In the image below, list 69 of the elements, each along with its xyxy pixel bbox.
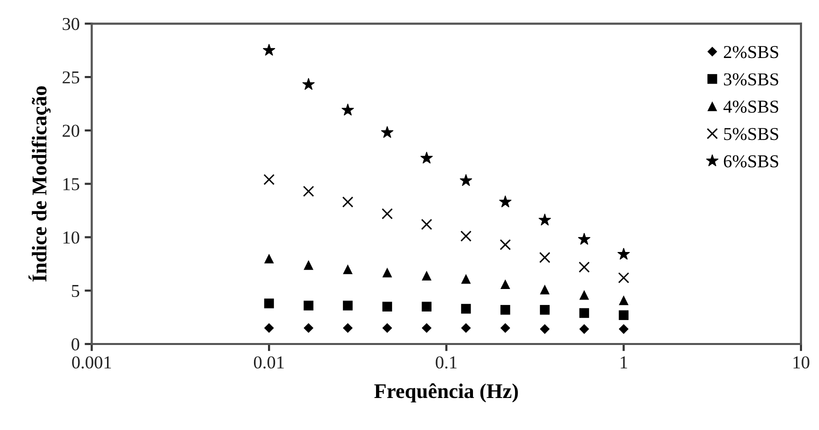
point bbox=[579, 308, 590, 318]
point bbox=[461, 304, 471, 314]
point bbox=[342, 264, 353, 274]
point bbox=[304, 323, 314, 333]
point bbox=[382, 323, 392, 333]
point bbox=[264, 323, 274, 333]
x-tick-label: 1 bbox=[620, 356, 628, 368]
point bbox=[264, 298, 274, 308]
y-tick-label: 30 bbox=[62, 18, 80, 30]
point bbox=[422, 270, 432, 281]
x-tick-label: 0.1 bbox=[436, 356, 457, 369]
point bbox=[304, 300, 314, 310]
y-axis-title: Índice de Modificação bbox=[28, 86, 51, 282]
point bbox=[460, 174, 472, 186]
point bbox=[500, 304, 510, 315]
point bbox=[460, 230, 472, 242]
y-tick-label: 10 bbox=[63, 231, 80, 244]
point bbox=[539, 252, 550, 264]
point bbox=[579, 290, 590, 300]
point bbox=[617, 248, 630, 260]
point bbox=[422, 323, 432, 333]
y-tick-label: 20 bbox=[62, 124, 80, 137]
point bbox=[618, 324, 629, 334]
point bbox=[461, 274, 471, 284]
point bbox=[618, 310, 629, 320]
point bbox=[422, 302, 432, 312]
point bbox=[540, 324, 550, 334]
point bbox=[500, 279, 510, 290]
legend-label: 5%SBS bbox=[724, 128, 778, 140]
point bbox=[264, 254, 274, 264]
point bbox=[420, 152, 433, 164]
point bbox=[538, 214, 552, 226]
legend-label: 2%SBS bbox=[724, 46, 778, 58]
point bbox=[461, 323, 471, 333]
x-tick-label: 0.001 bbox=[72, 356, 111, 369]
x-tick-label: 0.01 bbox=[254, 356, 284, 369]
point bbox=[499, 195, 512, 208]
point bbox=[262, 44, 276, 56]
legend-label: 3%SBS bbox=[724, 73, 778, 86]
point bbox=[500, 239, 511, 250]
point bbox=[382, 268, 392, 278]
y-tick-label: 5 bbox=[72, 285, 80, 298]
point bbox=[578, 262, 590, 273]
point bbox=[341, 104, 354, 116]
x-tick-label: 10 bbox=[794, 356, 810, 369]
legend-label: 6%SBS bbox=[724, 155, 778, 168]
point bbox=[342, 196, 354, 208]
point bbox=[579, 324, 590, 334]
point bbox=[578, 232, 590, 245]
y-tick-label: 25 bbox=[62, 71, 80, 84]
point bbox=[618, 272, 630, 284]
point bbox=[302, 78, 315, 90]
point bbox=[342, 323, 353, 333]
point bbox=[500, 323, 510, 333]
point bbox=[382, 302, 392, 312]
point bbox=[382, 208, 393, 220]
point bbox=[304, 260, 314, 270]
point bbox=[540, 284, 550, 294]
point bbox=[618, 295, 629, 306]
point bbox=[380, 126, 394, 138]
point bbox=[342, 300, 353, 310]
y-tick-label: 15 bbox=[63, 178, 80, 190]
point bbox=[540, 304, 550, 315]
y-tick-label: 0 bbox=[72, 338, 80, 350]
point bbox=[302, 186, 314, 197]
legend-label: 4%SBS bbox=[723, 100, 778, 113]
point bbox=[263, 174, 275, 186]
point bbox=[421, 218, 432, 230]
x-axis-title: Frequência (Hz) bbox=[374, 383, 518, 402]
